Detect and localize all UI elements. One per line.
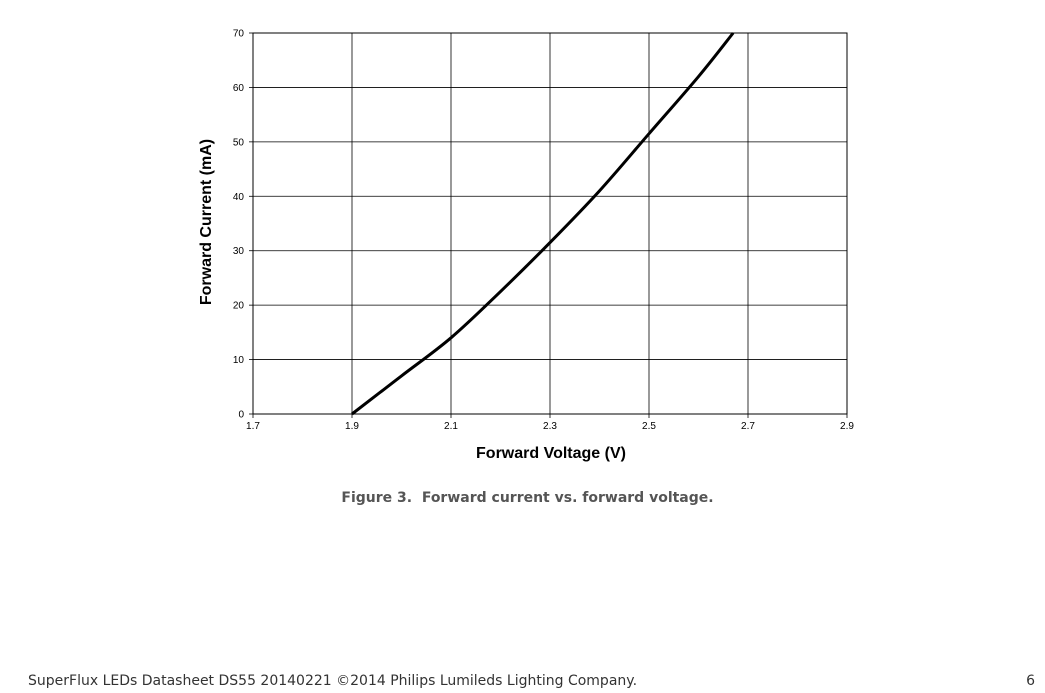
x-tick-label: 2.3 [543,421,557,432]
x-tick-label: 2.9 [840,421,854,432]
x-tick-label: 2.7 [741,421,755,432]
page-number: 6 [1026,673,1035,689]
y-tick-label: 30 [233,246,245,257]
footer-text: SuperFlux LEDs Datasheet DS55 20140221 ©… [28,673,638,689]
curve-layer [351,32,735,416]
y-tick-label: 10 [233,355,245,366]
x-tick-label: 2.1 [444,421,458,432]
y-tick-label: 40 [233,192,245,203]
plot-area-border [252,32,848,415]
y-tick-label: 70 [233,29,245,40]
tick-layer: 1.7 1.9 2.1 2.3 2.5 2.7 2.9 0 10 20 30 40 50 60 70 [233,29,855,433]
y-tick-label: 20 [233,301,245,312]
grid-layer [249,32,848,418]
y-axis-title: Forward Current (mA) [198,139,215,305]
x-tick-label: 1.9 [345,421,359,432]
x-axis-title: Forward Voltage (V) [476,445,626,462]
iv-curve-series-0 [351,32,735,416]
y-tick-label: 50 [233,137,245,148]
y-tick-label: 0 [238,410,244,421]
figure-caption: Figure 3. Forward current vs. forward vo… [341,490,714,506]
y-tick-label: 60 [233,83,245,94]
x-tick-label: 1.7 [246,421,260,432]
x-tick-label: 2.5 [642,421,656,432]
